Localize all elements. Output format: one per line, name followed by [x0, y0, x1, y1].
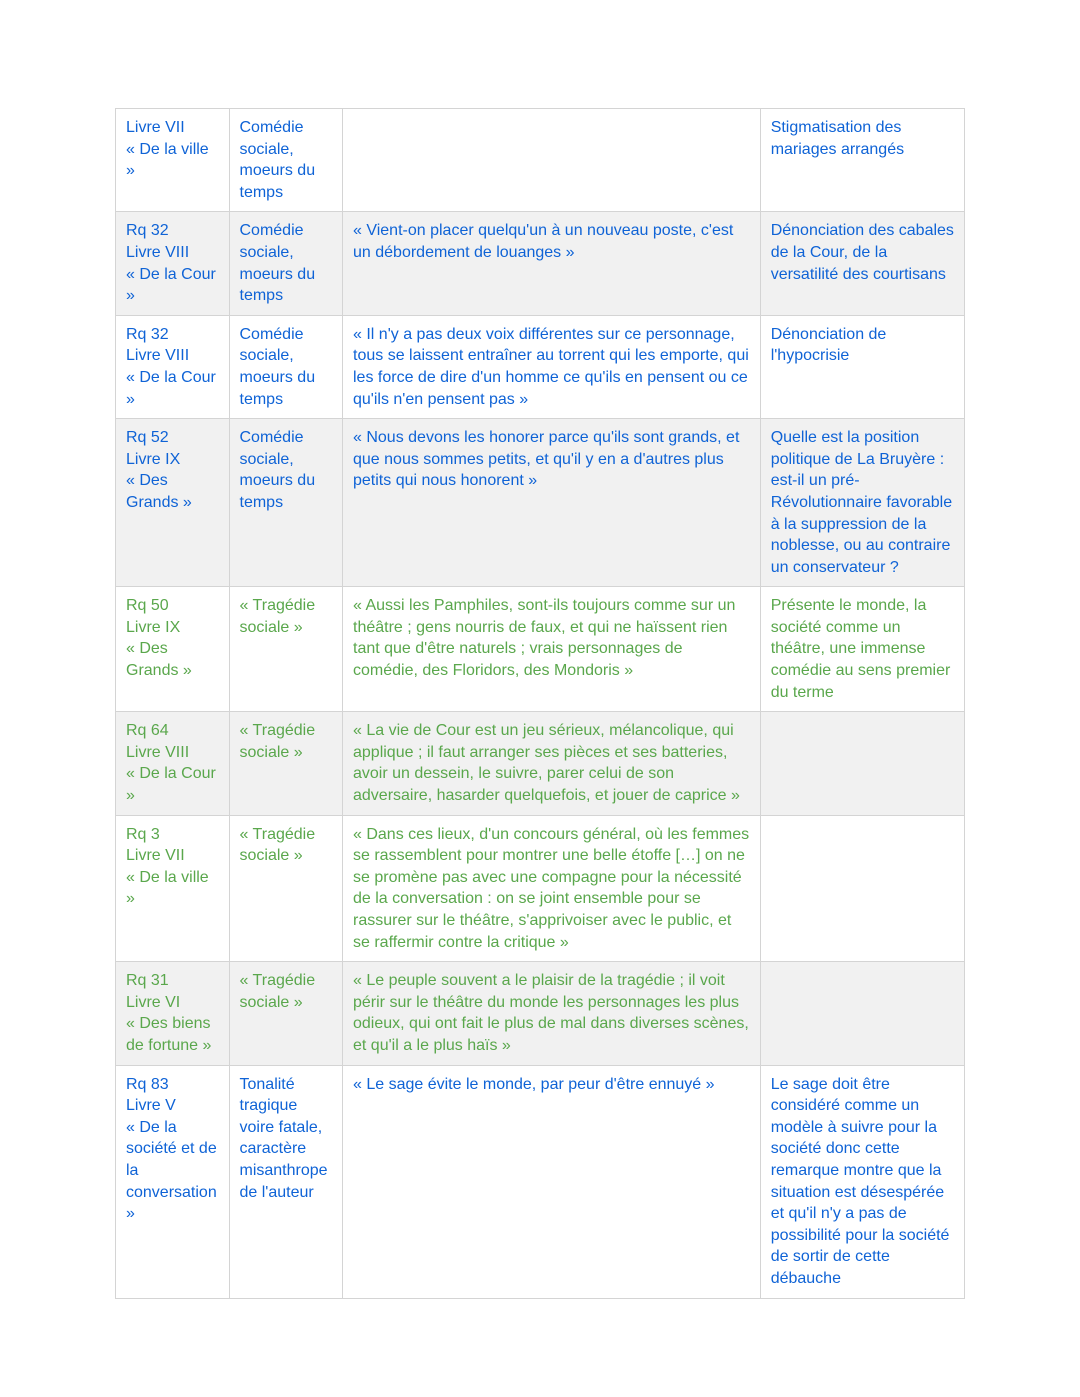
- cell-theme: Comédie sociale, moeurs du temps: [229, 109, 343, 212]
- cell-reference: Rq 50Livre IX« Des Grands »: [116, 587, 230, 712]
- table-row: Rq 32Livre VIII« De la Cour »Comédie soc…: [116, 315, 965, 418]
- table-row: Rq 64Livre VIII« De la Cour »« Tragédie …: [116, 712, 965, 815]
- cell-theme: Comédie sociale, moeurs du temps: [229, 212, 343, 315]
- cell-reference: Rq 32Livre VIII« De la Cour »: [116, 212, 230, 315]
- table-row: Rq 83Livre V« De la société et de la con…: [116, 1065, 965, 1298]
- cell-theme: « Tragédie sociale »: [229, 712, 343, 815]
- cell-theme: Tonalité tragique voire fatale, caractèr…: [229, 1065, 343, 1298]
- cell-reference: Rq 31Livre VI« Des biens de fortune »: [116, 962, 230, 1065]
- cell-analyse: [760, 712, 964, 815]
- cell-analyse: [760, 815, 964, 962]
- cell-analyse: Quelle est la position politique de La B…: [760, 419, 964, 587]
- cell-citation: [343, 109, 761, 212]
- cell-citation: « Vient-on placer quelqu'un à un nouveau…: [343, 212, 761, 315]
- table-row: Rq 52Livre IX« Des Grands »Comédie socia…: [116, 419, 965, 587]
- cell-theme: « Tragédie sociale »: [229, 587, 343, 712]
- cell-theme: Comédie sociale, moeurs du temps: [229, 419, 343, 587]
- cell-analyse: Dénonciation de l'hypocrisie: [760, 315, 964, 418]
- cell-analyse: Stigmatisation des mariages arrangés: [760, 109, 964, 212]
- cell-analyse: Dénonciation des cabales de la Cour, de …: [760, 212, 964, 315]
- cell-citation: « Dans ces lieux, d'un concours général,…: [343, 815, 761, 962]
- table-row: Rq 32Livre VIII« De la Cour »Comédie soc…: [116, 212, 965, 315]
- cell-citation: « Le peuple souvent a le plaisir de la t…: [343, 962, 761, 1065]
- cell-theme: « Tragédie sociale »: [229, 962, 343, 1065]
- cell-citation: « Le sage évite le monde, par peur d'êtr…: [343, 1065, 761, 1298]
- cell-analyse: Le sage doit être considéré comme un mod…: [760, 1065, 964, 1298]
- table-row: Rq 31Livre VI« Des biens de fortune »« T…: [116, 962, 965, 1065]
- cell-theme: « Tragédie sociale »: [229, 815, 343, 962]
- cell-reference: Rq 52Livre IX« Des Grands »: [116, 419, 230, 587]
- cell-reference: Rq 3Livre VII« De la ville »: [116, 815, 230, 962]
- table-row: Livre VII« De la ville »Comédie sociale,…: [116, 109, 965, 212]
- cell-reference: Livre VII« De la ville »: [116, 109, 230, 212]
- cell-reference: Rq 32Livre VIII« De la Cour »: [116, 315, 230, 418]
- analysis-table: Livre VII« De la ville »Comédie sociale,…: [115, 108, 965, 1299]
- table-row: Rq 3Livre VII« De la ville »« Tragédie s…: [116, 815, 965, 962]
- cell-reference: Rq 64Livre VIII« De la Cour »: [116, 712, 230, 815]
- cell-citation: « La vie de Cour est un jeu sérieux, mél…: [343, 712, 761, 815]
- cell-citation: « Nous devons les honorer parce qu'ils s…: [343, 419, 761, 587]
- table-row: Rq 50Livre IX« Des Grands »« Tragédie so…: [116, 587, 965, 712]
- cell-citation: « Il n'y a pas deux voix différentes sur…: [343, 315, 761, 418]
- cell-reference: Rq 83Livre V« De la société et de la con…: [116, 1065, 230, 1298]
- cell-citation: « Aussi les Pamphiles, sont-ils toujours…: [343, 587, 761, 712]
- cell-theme: Comédie sociale, moeurs du temps: [229, 315, 343, 418]
- cell-analyse: [760, 962, 964, 1065]
- cell-analyse: Présente le monde, la société comme un t…: [760, 587, 964, 712]
